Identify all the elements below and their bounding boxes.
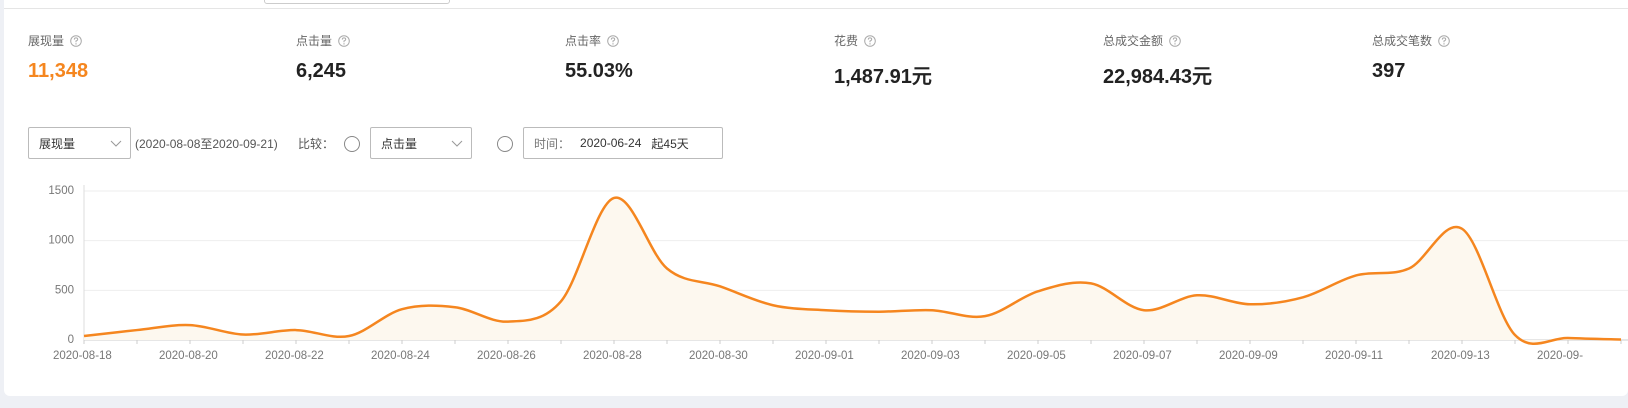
label-text: 点击率	[565, 34, 602, 48]
select-text: 点击量	[381, 136, 418, 151]
date-range: (2020-08-08至2020-09-21)	[135, 137, 278, 151]
metric-value: 11,348	[28, 60, 89, 82]
compare-select[interactable]: 点击量	[370, 127, 472, 159]
x-tick-label: 2020-08-22	[265, 350, 324, 362]
metric-label: 点击率	[565, 32, 619, 49]
help-icon[interactable]	[70, 34, 82, 47]
label-text: 点击量	[296, 34, 333, 48]
help-icon[interactable]	[607, 34, 619, 47]
select-text: 展现量	[39, 136, 76, 151]
label-text: 总成交金额	[1103, 34, 1164, 48]
metric-value: 6,245	[296, 60, 347, 82]
x-tick-label: 2020-08-20	[159, 350, 218, 362]
time-label: 时间：	[534, 136, 571, 151]
radio[interactable]	[496, 135, 514, 153]
x-tick-label: 2020-09-11	[1325, 350, 1383, 362]
compare-label: 比较：	[298, 137, 335, 151]
x-tick-label: 2020-08-18	[53, 350, 112, 362]
x-tick-label: 2020-09-13	[1431, 350, 1490, 362]
chevron	[110, 140, 122, 147]
x-tick-label: 2020-09-09	[1219, 350, 1278, 362]
help-icon[interactable]	[338, 34, 350, 47]
metric-select[interactable]: 展现量	[28, 127, 131, 159]
metric-value: 22,984.43元	[1103, 66, 1212, 88]
metric-value: 55.03%	[565, 60, 633, 82]
metric-label: 展现量	[28, 32, 82, 49]
help-icon[interactable]	[1438, 34, 1450, 47]
label-text: 总成交笔数	[1372, 34, 1433, 48]
x-tick-label: 2020-08-26	[477, 350, 536, 362]
time-value: 2020-06-24	[580, 136, 642, 150]
metric-label: 总成交金额	[1103, 32, 1181, 49]
radio[interactable]	[343, 135, 361, 153]
x-tick-label: 2020-09-03	[901, 350, 960, 362]
metric-label: 花费	[834, 32, 876, 49]
help-icon[interactable]	[864, 34, 876, 47]
line	[83, 196, 1622, 345]
label-text: 花费	[834, 34, 859, 48]
tab-box[interactable]	[264, 0, 450, 4]
y-tick-label: 1000	[48, 235, 74, 247]
divider	[4, 8, 1628, 9]
x-tick-label: 2020-09-01	[795, 350, 854, 362]
metric-value: 1,487.91元	[834, 66, 932, 88]
area-fill	[84, 197, 1621, 344]
y-tick-label: 0	[68, 334, 74, 346]
x-tick-label: 2020-08-24	[371, 350, 430, 362]
time-input[interactable]: 时间： 2020-06-24 起45天	[523, 127, 723, 159]
y-tick-label: 1500	[48, 185, 74, 197]
help-icon[interactable]	[1169, 34, 1181, 47]
time-days: 起45天	[651, 136, 689, 151]
label-text: 展现量	[28, 34, 65, 48]
chevron	[451, 140, 463, 147]
x-tick-label: 2020-09-05	[1007, 350, 1066, 362]
x-tick-label: 2020-09-07	[1113, 350, 1172, 362]
x-tick-label: 2020-08-28	[583, 350, 642, 362]
metric-label: 点击量	[296, 32, 350, 49]
chart: 0 500 1000 1500 2020-08-18 2020-08-20 2020-08-…	[48, 185, 1628, 362]
metric-label: 总成交笔数	[1372, 32, 1450, 49]
y-tick-label: 500	[55, 284, 74, 296]
metric-value: 397	[1372, 60, 1406, 82]
x-tick-label: 2020-08-30	[689, 350, 748, 362]
x-tick-label: 2020-09-	[1537, 350, 1583, 362]
